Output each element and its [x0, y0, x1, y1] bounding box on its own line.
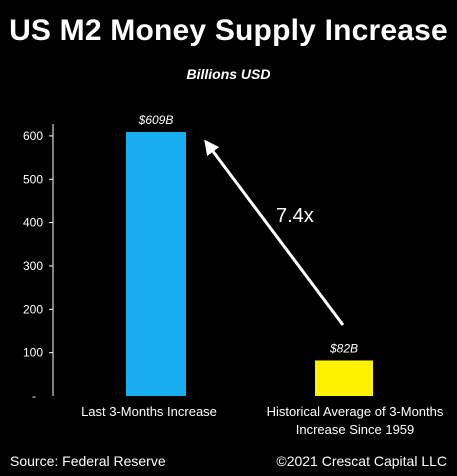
data-label-1: $609B — [138, 113, 174, 127]
chart-subtitle: Billions USD — [186, 66, 271, 82]
x-category-label: Last 3-Months Increase — [81, 404, 217, 419]
x-category-label: Increase Since 1959 — [296, 422, 415, 437]
chart-title: US M2 Money Supply Increase — [9, 14, 448, 47]
bar-1 — [126, 131, 186, 396]
y-tick-label: 600 — [23, 129, 43, 143]
y-tick-label: 400 — [23, 216, 43, 230]
annotation-label: 7.4x — [276, 205, 314, 227]
bar-2 — [315, 360, 373, 396]
y-tick-label-baseline: - — [32, 389, 36, 403]
y-tick-label: 100 — [23, 346, 43, 360]
y-tick-label: 200 — [23, 302, 43, 316]
copyright-note: ©2021 Crescat Capital LLC — [276, 453, 447, 469]
x-category-label: Historical Average of 3-Months — [267, 404, 444, 419]
annotation-arrow — [204, 139, 345, 326]
y-tick-label: 300 — [23, 259, 43, 273]
data-label-2: $82B — [329, 341, 358, 355]
y-tick-label: 500 — [23, 172, 43, 186]
source-note: Source: Federal Reserve — [10, 453, 166, 469]
